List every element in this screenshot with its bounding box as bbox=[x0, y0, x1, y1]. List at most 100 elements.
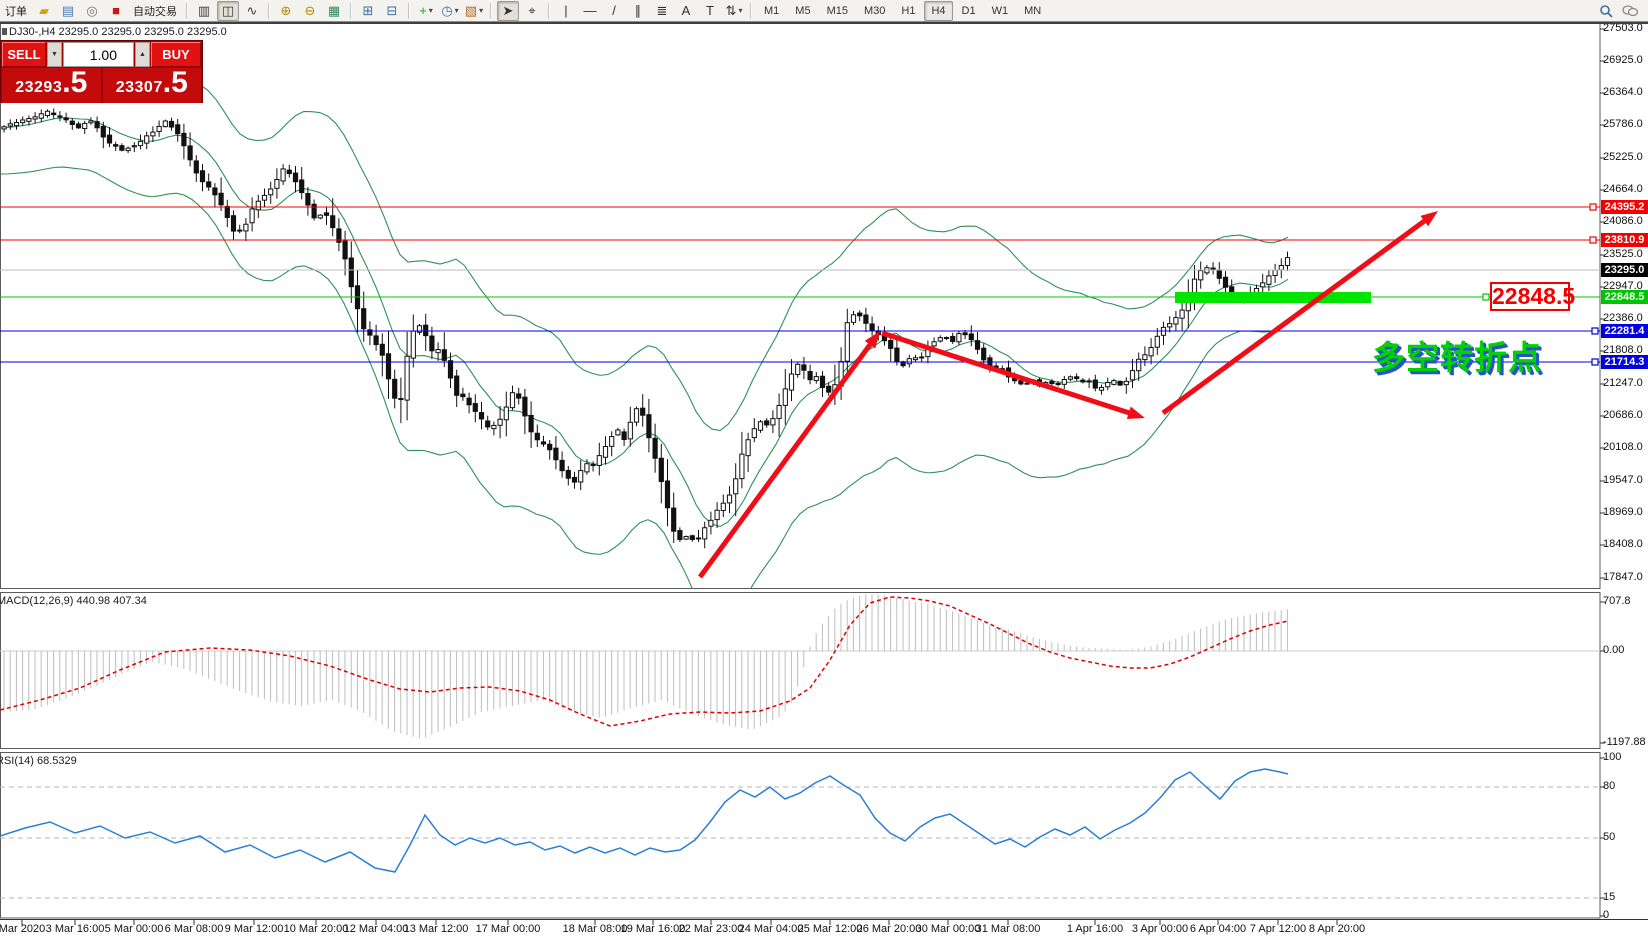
date-label: 8 Apr 20:00 bbox=[1308, 923, 1366, 935]
timeframe-button-h1[interactable]: H1 bbox=[901, 4, 916, 17]
y-axis-label: 18969.0 bbox=[1603, 506, 1643, 518]
y-axis-label: 20686.0 bbox=[1603, 409, 1643, 421]
date-label: 24 Mar 04:00 bbox=[738, 923, 804, 935]
zoom-out-icon[interactable]: ⊖ bbox=[304, 3, 316, 18]
date-label: 6 Mar 08:00 bbox=[164, 923, 224, 935]
trendline-icon[interactable]: / bbox=[612, 3, 616, 18]
date-label: 18 Mar 08:00 bbox=[562, 923, 628, 935]
line-chart-icon[interactable]: ∿ bbox=[246, 3, 258, 18]
timeframe-button-m30[interactable]: M30 bbox=[863, 4, 886, 17]
buy-button[interactable]: BUY bbox=[151, 42, 201, 67]
text-label-icon[interactable]: T bbox=[706, 3, 714, 18]
timeframe-button-m5[interactable]: M5 bbox=[795, 4, 811, 17]
date-label: 19 Mar 16:00 bbox=[620, 923, 686, 935]
add-indicator-icon[interactable]: + ▾ bbox=[419, 3, 433, 18]
y-axis-label: 24664.0 bbox=[1603, 183, 1643, 195]
fibonacci-icon[interactable]: ≣ bbox=[656, 3, 668, 18]
date-label: 22 Mar 23:00 bbox=[678, 923, 744, 935]
toolbar-separator bbox=[350, 2, 352, 19]
y-axis-label: 18408.0 bbox=[1603, 538, 1643, 550]
chat-icon[interactable] bbox=[1619, 1, 1641, 21]
toolbar-separator bbox=[548, 2, 550, 19]
date-label: 6 Apr 04:00 bbox=[1189, 923, 1247, 935]
y-axis-label: 26925.0 bbox=[1603, 54, 1643, 66]
date-label: 17 Mar 00:00 bbox=[475, 923, 541, 935]
date-label: 7 Apr 12:00 bbox=[1249, 923, 1307, 935]
bar-chart-icon[interactable]: ▥ bbox=[197, 3, 211, 18]
timeframe-button-d1[interactable]: D1 bbox=[961, 4, 976, 17]
channel-icon[interactable]: ∥ bbox=[634, 3, 642, 18]
rsi-header: RSI(14) 68.5329 bbox=[0, 755, 77, 767]
toolbar-separator bbox=[750, 2, 752, 19]
sell-price-main: 23293 bbox=[15, 79, 63, 96]
timeframe-button-mn[interactable]: MN bbox=[1024, 4, 1042, 17]
date-label: 10 Mar 20:00 bbox=[283, 923, 349, 935]
date-label: 13 Mar 12:00 bbox=[403, 923, 469, 935]
timeframe-button-h4[interactable]: H4 bbox=[924, 0, 953, 21]
text-icon[interactable]: A bbox=[681, 3, 691, 18]
autotrading-stop-icon[interactable]: ■ bbox=[112, 3, 120, 18]
date-label: 5 Mar 00:00 bbox=[104, 923, 164, 935]
price-level-label: 24395.2 bbox=[1601, 200, 1648, 214]
date-label: 26 Mar 20:00 bbox=[856, 923, 922, 935]
crosshair-icon[interactable]: ⌖ bbox=[528, 3, 536, 18]
cursor-icon[interactable]: ➤ bbox=[497, 0, 519, 21]
toolbar-buttons: ▰ ▤ ◎ ■ 自动交易 ▥ ◫ ∿ ⊕ ⊖ ▦ ⊞ ⊟ + ▾ ◷ ▾ ▧ ▾ ➤ ⌖ | — / ∥ ≣ A T ⇅ ▾ bbox=[32, 0, 756, 21]
price-level-label: 23810.9 bbox=[1601, 233, 1648, 247]
order-label[interactable]: 订单 bbox=[5, 5, 27, 18]
macd-axis-label: -1197.88 bbox=[1603, 736, 1646, 748]
indicator-window-icon[interactable]: ⊞ bbox=[362, 3, 374, 18]
date-label: 1 Apr 16:00 bbox=[1066, 923, 1124, 935]
buy-price-frac: .5 bbox=[162, 66, 188, 99]
macd-axis-label: 707.8 bbox=[1603, 595, 1631, 607]
y-axis-label: 21808.0 bbox=[1603, 344, 1643, 356]
timeframe-button-m15[interactable]: M15 bbox=[826, 4, 848, 17]
toolbar-separator bbox=[408, 2, 410, 19]
chevron-down-icon: ▾ bbox=[738, 6, 743, 15]
chevron-down-icon: ▾ bbox=[479, 6, 484, 15]
alerts-icon[interactable]: ◎ bbox=[86, 3, 98, 18]
arrows-icon[interactable]: ⇅ ▾ bbox=[725, 3, 743, 18]
y-axis-label: 19547.0 bbox=[1603, 474, 1643, 486]
y-axis-label: 26364.0 bbox=[1603, 86, 1643, 98]
chevron-down-icon: ▾ bbox=[428, 6, 433, 15]
price-level-label: 22848.5 bbox=[1601, 290, 1648, 304]
one-click-trading-panel: SELL ▼ ▲ BUY 23293.5 23307.5 bbox=[0, 40, 203, 103]
price-level-label: 22281.4 bbox=[1601, 324, 1648, 338]
volume-decrease-button[interactable]: ▼ bbox=[47, 42, 62, 67]
candlestick-chart-icon[interactable]: ◫ bbox=[217, 0, 239, 21]
rsi-axis-label: 80 bbox=[1603, 780, 1616, 792]
timeframe-button-w1[interactable]: W1 bbox=[991, 4, 1009, 17]
buy-price[interactable]: 23307.5 bbox=[102, 66, 201, 103]
sell-price[interactable]: 23293.5 bbox=[2, 68, 101, 103]
autotrading-label[interactable]: 自动交易 bbox=[133, 5, 177, 18]
y-axis-label: 25786.0 bbox=[1603, 118, 1643, 130]
price-level-label: 21714.3 bbox=[1601, 355, 1648, 369]
toolbar: 订单 ▰ ▤ ◎ ■ 自动交易 ▥ ◫ ∿ ⊕ ⊖ ▦ ⊞ ⊟ + ▾ ◷ ▾ ▧ ▾ ➤ ⌖ | — / ∥ ≣ A T ⇅ ▾ M1 M… bbox=[0, 0, 1648, 22]
timeframe-button-m1[interactable]: M1 bbox=[764, 4, 780, 17]
profile-icon[interactable]: ▤ bbox=[61, 3, 75, 18]
data-window-icon[interactable]: ⊟ bbox=[386, 3, 398, 18]
search-icon[interactable] bbox=[1595, 1, 1617, 21]
toolbar-separator bbox=[186, 2, 188, 19]
template-icon[interactable]: ▧ ▾ bbox=[464, 3, 484, 18]
volume-input[interactable] bbox=[63, 42, 134, 67]
y-axis-label: 22386.0 bbox=[1603, 312, 1643, 324]
y-axis-label: 25225.0 bbox=[1603, 151, 1643, 163]
y-axis-label: 27503.0 bbox=[1603, 22, 1643, 34]
timeframe-bar: M1 M5 M15 M30 H1 H4 D1 W1 MN bbox=[756, 0, 1049, 21]
volume-increase-button[interactable]: ▲ bbox=[135, 42, 150, 67]
sell-price-frac: .5 bbox=[62, 66, 88, 99]
zoom-in-icon[interactable]: ⊕ bbox=[280, 3, 292, 18]
date-label: 3 Mar 16:00 bbox=[45, 923, 105, 935]
tile-windows-icon[interactable]: ▦ bbox=[327, 3, 341, 18]
date-label: 25 Mar 12:00 bbox=[797, 923, 863, 935]
sell-button[interactable]: SELL bbox=[2, 42, 46, 67]
price-level-tag[interactable]: 22848.5 bbox=[1490, 282, 1576, 311]
period-clock-icon[interactable]: ◷ ▾ bbox=[441, 3, 459, 18]
vertical-line-icon[interactable]: | bbox=[564, 3, 568, 18]
y-axis-label: 17847.0 bbox=[1603, 571, 1643, 583]
new-order-icon[interactable]: ▰ bbox=[39, 3, 49, 18]
horizontal-line-icon[interactable]: — bbox=[583, 3, 597, 18]
